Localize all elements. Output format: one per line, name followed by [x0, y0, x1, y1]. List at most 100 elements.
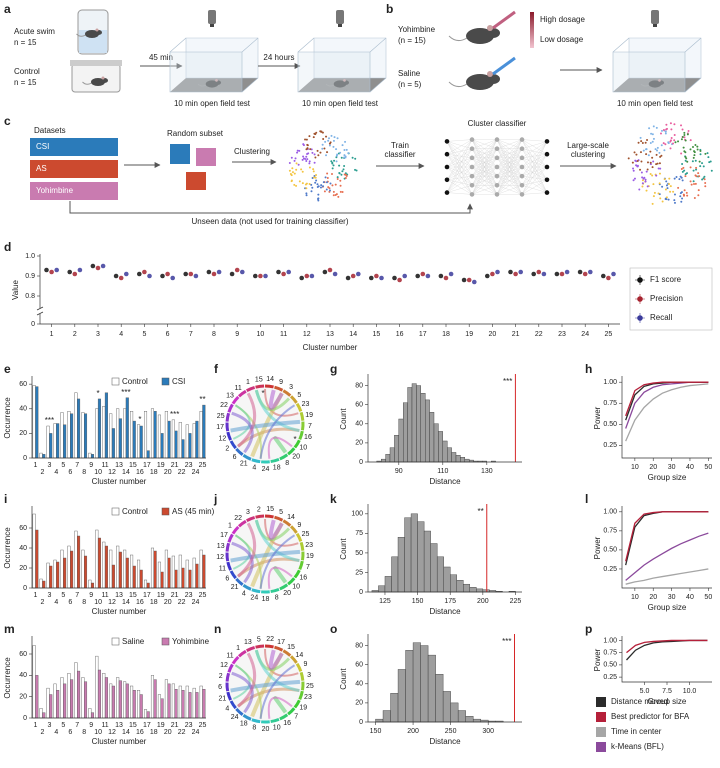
network-edge	[521, 139, 548, 168]
mouse-ear	[101, 76, 105, 80]
mouse-ear	[215, 79, 218, 82]
chord-label: 20	[283, 590, 291, 597]
x-tick-label: 3	[47, 462, 51, 469]
network-node	[494, 155, 500, 161]
significance: ***	[502, 637, 511, 646]
chord-arc	[227, 663, 234, 673]
chord-ribbon	[268, 519, 284, 540]
bar	[49, 565, 53, 589]
x-tick-label: 22	[178, 599, 186, 606]
bar	[97, 669, 101, 719]
group-name: Yohimbine	[398, 25, 436, 34]
network-edge	[446, 148, 473, 180]
bar	[195, 692, 199, 719]
chord-arc	[226, 431, 232, 441]
axis-line	[621, 506, 712, 589]
cluster-dot	[640, 140, 643, 143]
chord-arc	[235, 577, 244, 586]
cluster-dot	[333, 136, 336, 139]
cluster-dot	[344, 140, 347, 143]
bar	[146, 711, 150, 719]
axis-line	[367, 504, 522, 593]
histogram-bar	[417, 521, 425, 593]
network-edge	[521, 141, 548, 177]
axis-line	[39, 254, 620, 325]
cluster-dot	[293, 159, 296, 162]
subset	[196, 148, 216, 166]
x-tick-label: 16	[136, 469, 144, 476]
x-tick-label: 175	[444, 598, 456, 605]
network-edge	[496, 139, 523, 158]
cluster-dot	[312, 168, 315, 171]
dataset-box	[30, 182, 118, 200]
cluster-dot	[703, 178, 706, 181]
chord-arc	[229, 440, 237, 450]
chord-label: 6	[225, 575, 229, 582]
dose-label: High dosage	[540, 15, 585, 24]
mouse-tail	[448, 81, 468, 88]
bar	[157, 694, 161, 719]
x-tick-label: 19	[157, 462, 165, 469]
bar	[188, 433, 192, 459]
y-tick-label: 0.75	[603, 650, 617, 657]
bar	[83, 681, 88, 719]
bar	[181, 690, 185, 719]
network-node	[494, 182, 500, 188]
network-node	[544, 139, 550, 144]
cluster-dot	[345, 174, 348, 177]
x-tick-label: 40	[686, 464, 694, 471]
cluster-dot	[658, 162, 661, 165]
cluster-dot	[337, 195, 340, 198]
chord-arc	[274, 385, 284, 392]
mouse-ear	[487, 71, 493, 77]
bar	[174, 430, 178, 459]
cluster-dot	[343, 154, 346, 157]
cluster-dot	[638, 188, 641, 191]
cluster-dot	[664, 188, 667, 191]
bar	[32, 385, 36, 459]
network-node	[494, 173, 500, 179]
cluster-dot	[703, 175, 706, 178]
chord-label: 4	[225, 705, 229, 712]
bar	[77, 398, 81, 459]
bar	[90, 712, 95, 719]
chord-label: 7	[308, 423, 312, 430]
cluster-dot	[637, 141, 640, 144]
dot	[490, 271, 495, 277]
network-edge	[471, 185, 498, 195]
cluster-dot	[683, 133, 686, 136]
cluster-dot	[301, 182, 304, 185]
cluster-dot	[344, 176, 347, 179]
cluster-dot	[645, 189, 648, 192]
chord-label: 15	[266, 506, 274, 513]
chord-label: 21	[231, 584, 239, 591]
cluster-dot	[686, 160, 689, 163]
cluster-dot	[649, 161, 652, 164]
network-edge	[446, 154, 473, 195]
significance: **	[478, 507, 484, 516]
bar	[109, 413, 113, 459]
x-tick-label: 16	[136, 599, 144, 606]
dataset-name: Yohimbine	[36, 186, 74, 195]
chord-arc	[229, 700, 237, 710]
cluster-dot	[664, 130, 667, 133]
x-tick-label: 250	[445, 728, 457, 735]
cluster-dot	[339, 190, 342, 193]
cluster-dot	[332, 139, 335, 142]
x-tick-label: 30	[668, 464, 676, 471]
bar	[188, 692, 192, 719]
chord-arc	[301, 421, 305, 431]
bar	[160, 571, 164, 589]
chord-arc	[251, 458, 261, 464]
chord-arc	[264, 644, 274, 649]
dataset-name: AS	[36, 164, 47, 173]
cluster-dot	[314, 181, 317, 184]
network-edge	[496, 157, 523, 195]
cluster-dot	[324, 176, 327, 179]
network-edge	[521, 154, 548, 195]
chord-label: 18	[273, 464, 281, 471]
histogram-bar	[427, 654, 436, 723]
dot	[234, 267, 240, 273]
cluster-dot	[310, 148, 313, 151]
